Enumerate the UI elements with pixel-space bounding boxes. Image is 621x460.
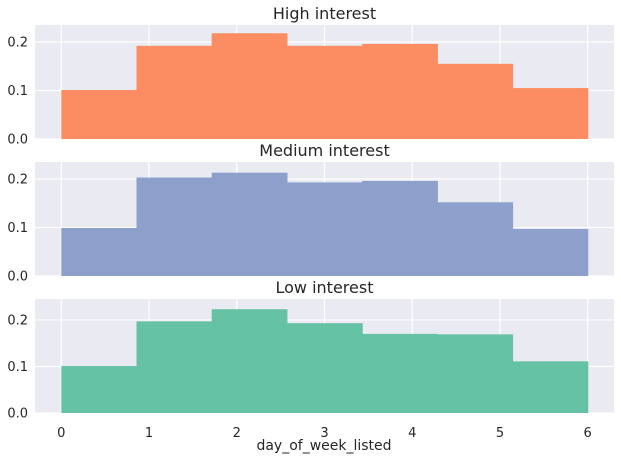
- x-tick-label: 1: [145, 426, 153, 441]
- x-tick-label: 3: [320, 426, 328, 441]
- y-tick-label: 0.0: [7, 270, 28, 285]
- x-tick-label: 4: [408, 426, 416, 441]
- x-tick-label: 6: [584, 426, 592, 441]
- x-tick-label: 2: [233, 426, 241, 441]
- y-tick-label: 0.0: [7, 407, 28, 422]
- histogram-bar: [136, 45, 213, 139]
- histogram-bar: [136, 321, 213, 413]
- panel-3: 0.0 0.1 0.2 Low interest: [7, 278, 614, 422]
- y-tick-label: 0.2: [7, 313, 28, 328]
- histogram-bar: [61, 366, 138, 413]
- histogram-bar: [286, 323, 363, 413]
- histogram-bar: [512, 88, 589, 139]
- histogram-bar: [362, 180, 438, 276]
- x-tick-label: 5: [496, 426, 504, 441]
- panel-title: Low interest: [276, 278, 374, 297]
- histogram-bar: [362, 43, 438, 140]
- histogram-bar: [211, 33, 288, 139]
- y-tick-label: 0.2: [7, 172, 28, 187]
- panel-1: 0.0 0.1 0.2 High interest: [7, 4, 614, 148]
- panel-title: Medium interest: [259, 141, 389, 160]
- histogram-bar: [61, 227, 138, 276]
- histogram-bar: [211, 309, 288, 413]
- y-tick-label: 0.1: [7, 221, 28, 236]
- y-tick-label: 0.1: [7, 84, 28, 99]
- y-tick-label: 0.2: [7, 35, 28, 50]
- y-tick-label: 0.1: [7, 360, 28, 375]
- histogram-bar: [286, 45, 363, 139]
- histogram-bar: [286, 182, 363, 276]
- histogram-bar: [211, 172, 288, 276]
- histogram-bar: [61, 90, 138, 139]
- histogram-bar: [362, 333, 438, 413]
- histogram-bar: [136, 177, 213, 276]
- y-tick-label: 0.0: [7, 133, 28, 148]
- panel-title: High interest: [273, 4, 376, 23]
- x-tick-label: 0: [57, 426, 65, 441]
- histogram-bar: [512, 228, 589, 276]
- histogram-bar: [512, 361, 589, 413]
- x-axis-label: day_of_week_listed: [256, 438, 391, 454]
- histogram-bar: [437, 334, 514, 413]
- histogram-bar: [437, 63, 514, 139]
- histogram-bar: [437, 202, 514, 276]
- panel-2: 0.0 0.1 0.2 Medium interest: [7, 141, 614, 285]
